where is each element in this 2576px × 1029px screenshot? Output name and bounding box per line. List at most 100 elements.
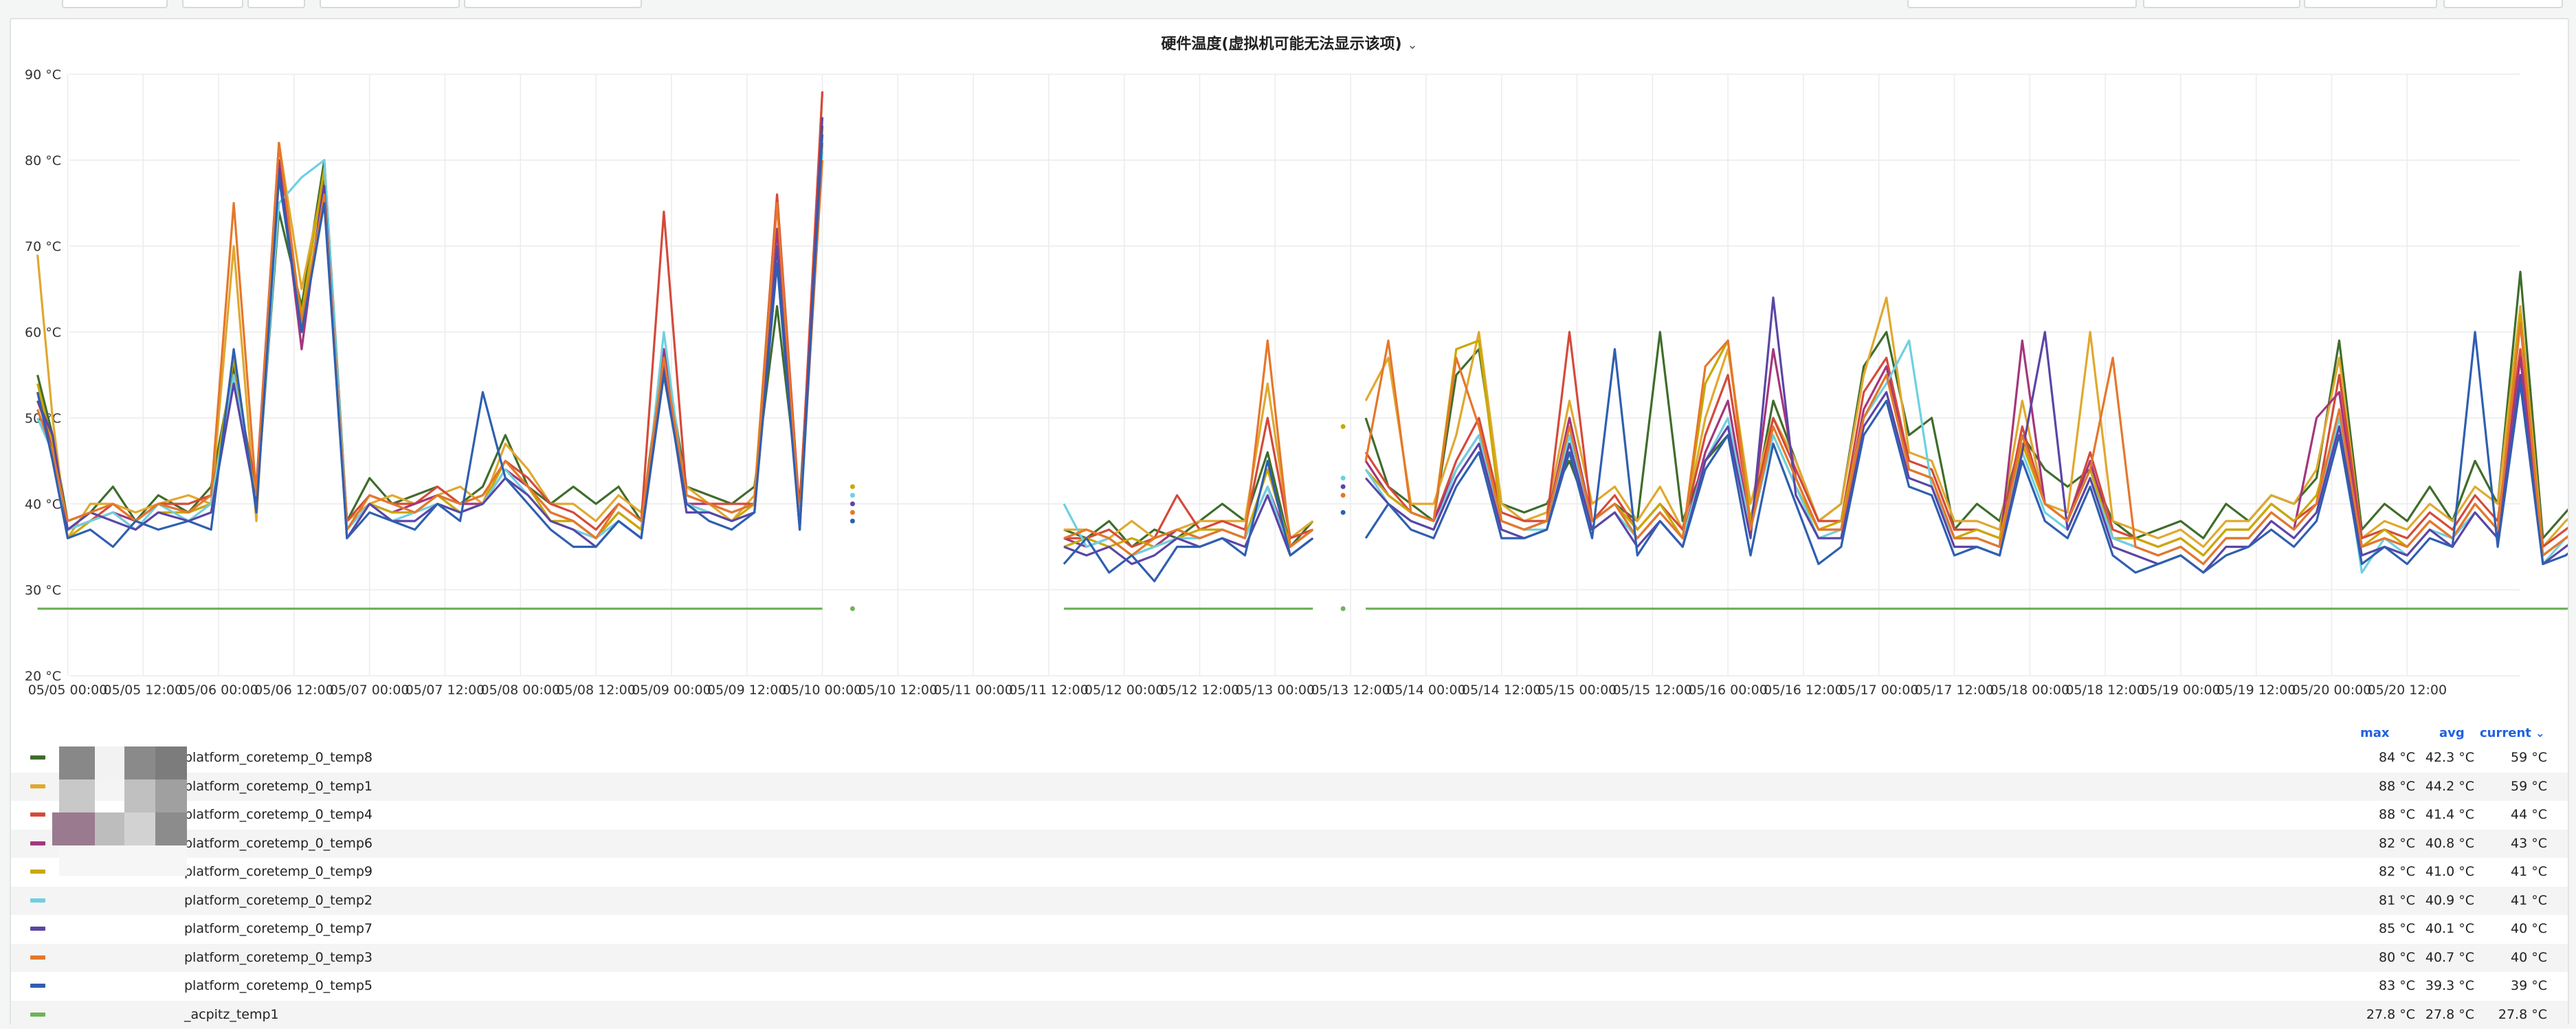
y-tick-label: 30 °C [25,583,61,598]
legend-swatch[interactable] [30,870,45,874]
legend-swatch[interactable] [30,898,45,903]
x-tick-label: 05/16 12:00 [1764,683,1843,698]
legend-swatch[interactable] [30,755,45,760]
series-line [36,91,824,531]
legend-avg-value: 44.2 °C [2425,778,2474,794]
legend-row[interactable]: platform_coretemp_0_temp5 83 °C 39.3 °C 39 … [11,972,2568,1000]
toolbar-control[interactable] [464,0,642,8]
toolbar-control[interactable] [247,0,305,8]
legend-series-name[interactable]: platform_coretemp_0_temp6 [184,835,373,851]
legend-row[interactable]: platform_coretemp_0_temp3 80 °C 40.7 °C 40 … [11,943,2568,972]
legend-max-value: 82 °C [2379,835,2415,851]
legend-swatch[interactable] [30,984,45,988]
legend-max-value: 85 °C [2379,921,2415,936]
x-tick-label: 05/20 00:00 [2292,683,2372,698]
toolbar-control[interactable] [62,0,168,8]
legend-avg-value: 40.1 °C [2425,921,2474,936]
series-line [1063,494,1314,566]
legend-swatch[interactable] [30,1012,45,1017]
legend-series-name[interactable]: platform_coretemp_0_temp7 [184,921,373,936]
series-line [1364,331,2568,574]
legend-series-name[interactable]: platform_coretemp_0_temp5 [184,978,373,993]
legend-current-value: 40 °C [2511,921,2547,936]
legend-current-value: 41 °C [2511,864,2547,879]
legend-row[interactable]: _acpitz_temp1 27.8 °C 27.8 °C 27.8 °C [11,1000,2568,1029]
chevron-down-icon: ⌄ [2535,727,2545,740]
legend-current-value: 43 °C [2511,835,2547,851]
legend-row[interactable]: platform_coretemp_0_temp2 81 °C 40.9 °C 41 … [11,886,2568,915]
series-line [36,142,824,540]
series-line [36,91,824,540]
legend-avg-value: 27.8 °C [2425,1006,2474,1022]
panel-title-text: 硬件温度(虚拟机可能无法显示该项) [1161,36,1402,53]
legend-current-value: 39 °C [2511,978,2547,993]
series-line [1063,417,1313,549]
legend-row[interactable]: platform_coretemp_0_temp8 84 °C 42.3 °C 59 … [11,744,2568,772]
legend-series-name[interactable]: platform_coretemp_0_temp1 [184,778,373,794]
x-tick-label: 05/12 12:00 [1160,683,1240,698]
toolbar-control[interactable] [2443,0,2563,8]
x-tick-label: 05/18 12:00 [2065,683,2145,698]
toolbar-control[interactable] [182,0,243,8]
legend-header-current[interactable]: current ⌄ [2480,726,2545,740]
x-tick-label: 05/10 00:00 [783,683,863,698]
toolbar-control[interactable] [2143,0,2300,8]
legend-max-value: 83 °C [2379,978,2415,993]
legend-row[interactable]: platform_coretemp_0_temp6 82 °C 40.8 °C 43 … [11,829,2568,858]
x-tick-label: 05/07 12:00 [406,683,485,698]
graph-panel: 硬件温度(虚拟机可能无法显示该项) ⌄ 20 °C 30 °C 40 °C 50 °C 6… [10,18,2569,1029]
chart-series [36,91,2568,610]
toolbar-control[interactable] [320,0,460,8]
x-tick-label: 05/08 00:00 [481,683,561,698]
x-tick-label: 05/11 00:00 [933,683,1013,698]
data-point [850,606,855,611]
legend-row[interactable]: platform_coretemp_0_temp7 85 °C 40.1 °C 40 … [11,915,2568,943]
legend-series-name[interactable]: platform_coretemp_0_temp2 [184,892,373,908]
legend-max-value: 88 °C [2379,807,2415,822]
series-line [1364,296,2568,574]
series-line [1063,485,1314,557]
redacted-block [155,746,187,779]
legend-max-value: 82 °C [2379,864,2415,879]
data-point [850,501,855,507]
legend-swatch[interactable] [30,927,45,931]
legend-series-name[interactable]: platform_coretemp_0_temp9 [184,864,373,879]
data-point [1340,606,1346,611]
x-tick-label: 05/12 00:00 [1085,683,1164,698]
series-line [36,142,824,540]
legend-row[interactable]: platform_coretemp_0_temp4 88 °C 41.4 °C 44 … [11,801,2568,829]
x-tick-label: 05/13 12:00 [1311,683,1390,698]
x-tick-label: 05/15 00:00 [1537,683,1617,698]
data-point [1340,493,1346,498]
legend-swatch[interactable] [30,841,45,845]
legend-current-value: 59 °C [2511,750,2547,765]
data-point [1340,476,1346,480]
redacted-block [155,812,187,845]
legend-swatch[interactable] [30,784,45,788]
panel-title[interactable]: 硬件温度(虚拟机可能无法显示该项) ⌄ [11,32,2568,54]
legend-header-max[interactable]: max [2360,726,2390,740]
legend-current-value: 44 °C [2511,807,2547,822]
x-tick-label: 05/19 12:00 [2217,683,2296,698]
legend-max-value: 81 °C [2379,892,2415,908]
toolbar-control[interactable] [2304,0,2437,8]
legend-series-name[interactable]: platform_coretemp_0_temp3 [184,949,373,965]
legend-avg-value: 40.9 °C [2425,892,2474,908]
line-chart[interactable]: 20 °C30 °C40 °C50 °C60 °C70 °C80 °C90 °C… [11,19,2568,720]
chevron-down-icon[interactable]: ⌄ [1407,38,1418,52]
legend-series-name[interactable]: platform_coretemp_0_temp8 [184,750,373,765]
legend-row[interactable]: platform_coretemp_0_temp9 82 °C 41.0 °C 41 … [11,858,2568,886]
toolbar-control[interactable] [1907,0,2137,8]
legend-avg-value: 41.0 °C [2425,864,2474,879]
series-line [1364,331,2568,557]
legend-header-avg[interactable]: avg [2439,726,2465,740]
x-tick-label: 05/18 00:00 [1990,683,2070,698]
redacted-block [155,779,187,812]
x-tick-label: 05/09 00:00 [632,683,711,698]
legend-row[interactable]: platform_coretemp_0_temp1 88 °C 44.2 °C 59 … [11,772,2568,801]
legend-series-name[interactable]: platform_coretemp_0_temp4 [184,807,373,822]
chart-stray-points [850,424,1346,611]
legend-swatch[interactable] [30,955,45,960]
legend-swatch[interactable] [30,812,45,817]
legend-series-name[interactable]: _acpitz_temp1 [184,1006,279,1022]
